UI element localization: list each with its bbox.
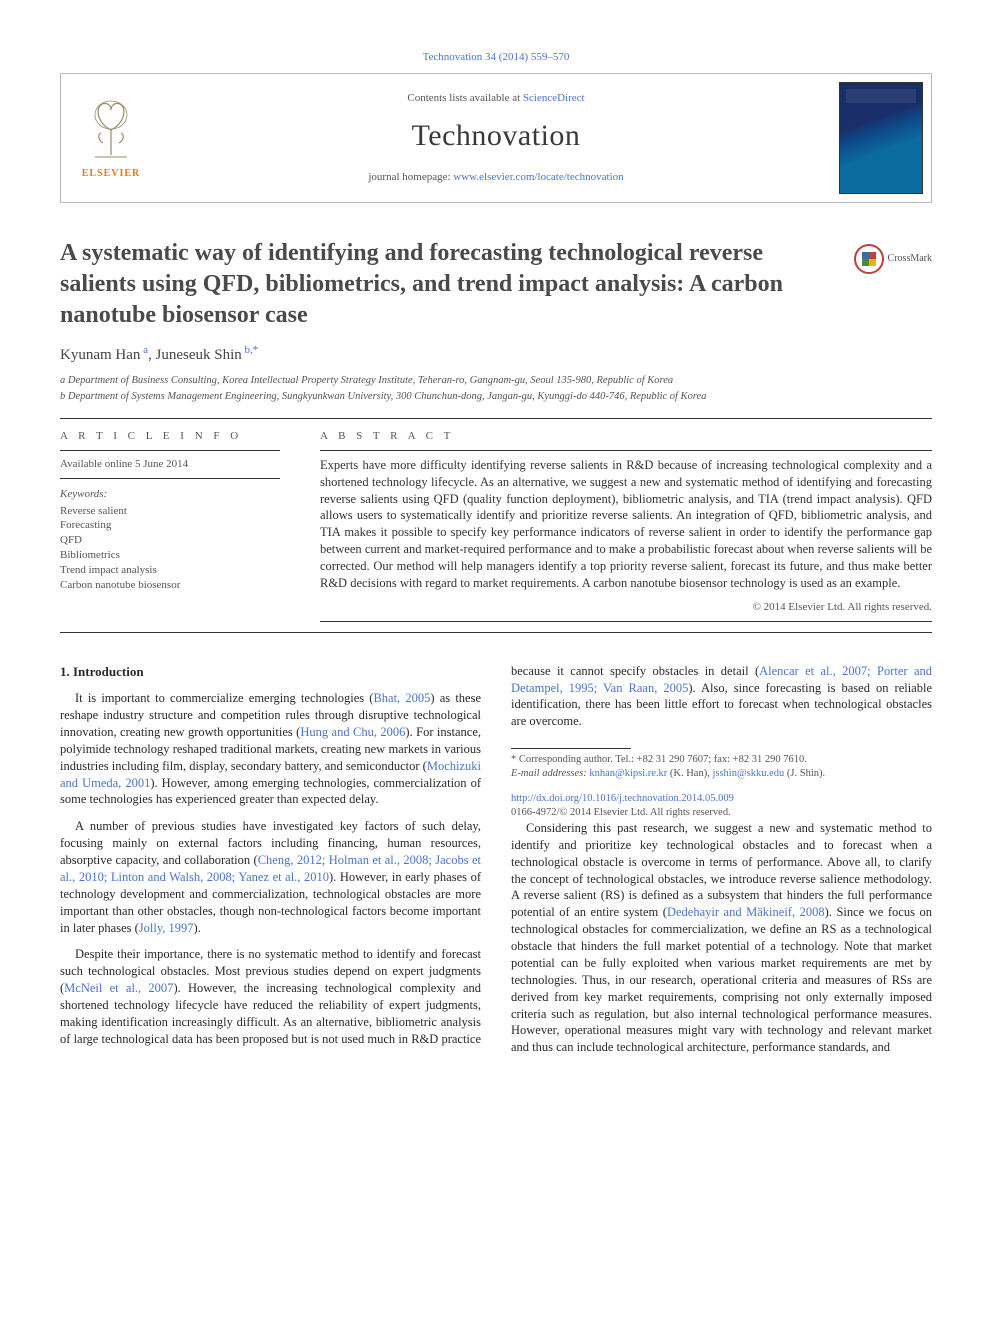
keyword: Bibliometrics (60, 548, 280, 563)
abstract-label: A B S T R A C T (320, 429, 932, 444)
corresponding-author: * Corresponding author. Tel.: +82 31 290… (511, 753, 932, 767)
email-link[interactable]: knhan@kipsi.re.kr (589, 768, 667, 779)
crossmark-icon (854, 244, 884, 274)
affiliation: b Department of Systems Management Engin… (60, 390, 932, 404)
rule (60, 632, 932, 633)
journal-header: ELSEVIER Contents lists available at Sci… (60, 73, 932, 203)
email-link[interactable]: jsshin@skku.edu (712, 768, 784, 779)
doi-link[interactable]: http://dx.doi.org/10.1016/j.technovation… (511, 792, 932, 806)
journal-name: Technovation (412, 116, 581, 157)
keyword: Trend impact analysis (60, 563, 280, 578)
footnote-block: * Corresponding author. Tel.: +82 31 290… (511, 748, 932, 820)
publisher-name: ELSEVIER (82, 167, 141, 181)
contents-pre: Contents lists available at (407, 92, 522, 104)
affiliation: a Department of Business Consulting, Kor… (60, 374, 932, 388)
journal-homepage-line: journal homepage: www.elsevier.com/locat… (368, 170, 623, 185)
journal-homepage-link[interactable]: www.elsevier.com/locate/technovation (453, 171, 623, 183)
keyword: Reverse salient (60, 504, 280, 519)
citation-line: Technovation 34 (2014) 559–570 (60, 50, 932, 65)
contents-list-line: Contents lists available at ScienceDirec… (407, 91, 584, 106)
rule (320, 450, 932, 451)
body-paragraph: Considering this past research, we sugge… (511, 820, 932, 1056)
publisher-logo: ELSEVIER (61, 74, 161, 202)
rule (320, 621, 932, 622)
sciencedirect-link[interactable]: ScienceDirect (523, 92, 585, 104)
rule (60, 418, 932, 419)
article-title: A systematic way of identifying and fore… (60, 238, 842, 332)
footnote-rule (511, 748, 631, 749)
author-list: Kyunam Han a, Juneseuk Shin b,* (60, 343, 932, 365)
copyright-line: © 2014 Elsevier Ltd. All rights reserved… (320, 600, 932, 615)
article-info-label: A R T I C L E I N F O (60, 429, 280, 444)
keyword: Forecasting (60, 518, 280, 533)
keyword: QFD (60, 533, 280, 548)
keyword: Carbon nanotube biosensor (60, 578, 280, 593)
body-paragraph: It is important to commercialize emergin… (60, 690, 481, 808)
body-paragraph: A number of previous studies have invest… (60, 818, 481, 936)
homepage-pre: journal homepage: (368, 171, 453, 183)
crossmark-badge[interactable]: CrossMark (854, 244, 932, 274)
crossmark-label: CrossMark (888, 252, 932, 266)
elsevier-tree-icon (81, 95, 141, 165)
issn-copyright: 0166-4972/© 2014 Elsevier Ltd. All right… (511, 806, 932, 820)
available-online: Available online 5 June 2014 (60, 450, 280, 479)
keywords-heading: Keywords: (60, 487, 280, 502)
journal-cover-icon (839, 82, 923, 194)
journal-cover-thumb (831, 74, 931, 202)
abstract-text: Experts have more difficulty identifying… (320, 457, 932, 592)
email-line: E-mail addresses: knhan@kipsi.re.kr (K. … (511, 767, 932, 781)
section-heading: 1. Introduction (60, 663, 481, 681)
